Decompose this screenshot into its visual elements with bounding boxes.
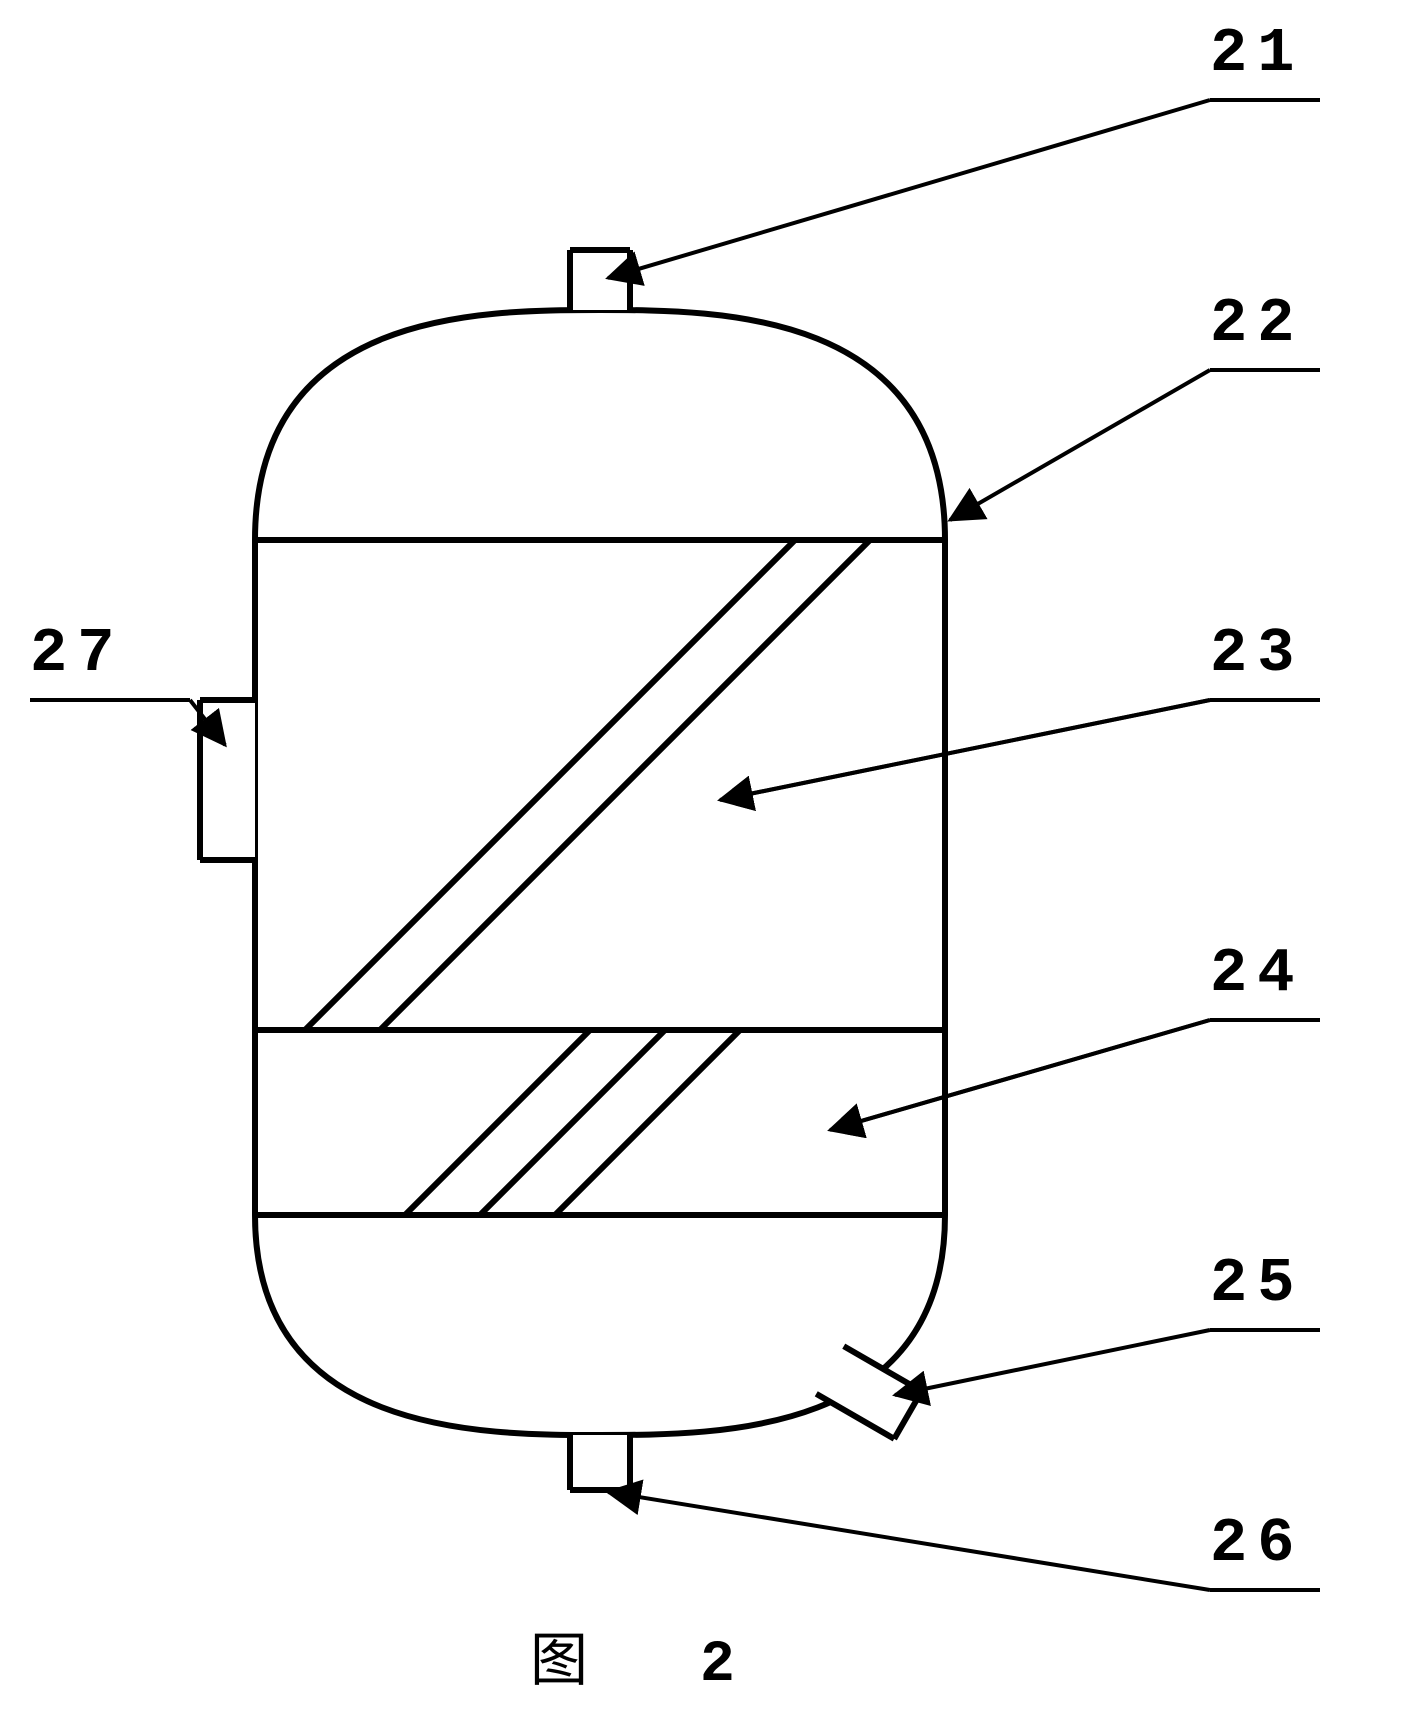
vessel <box>255 310 945 1435</box>
label-l24-text: 24 <box>1210 938 1304 1009</box>
label-l21-text: 21 <box>1210 18 1304 89</box>
label-l27-text: 27 <box>30 618 124 689</box>
top-nozzle <box>570 250 630 310</box>
label-l23-text: 23 <box>1210 618 1304 689</box>
label-l22-leader <box>950 370 1210 520</box>
vessel-diagram: 21222324252627 图2 <box>0 0 1417 1710</box>
label-l25-text: 25 <box>1210 1248 1304 1319</box>
figure-caption: 图2 <box>530 1628 735 1698</box>
bottom-nozzle <box>570 1435 630 1490</box>
label-l21-leader <box>608 100 1210 278</box>
caption-figure-number: 2 <box>700 1633 735 1698</box>
caption-figure-word: 图 <box>530 1628 588 1693</box>
label-l26-leader <box>608 1492 1210 1590</box>
label-l26-text: 26 <box>1210 1508 1304 1579</box>
label-l25-leader <box>895 1330 1210 1395</box>
label-l22-text: 22 <box>1210 288 1304 359</box>
